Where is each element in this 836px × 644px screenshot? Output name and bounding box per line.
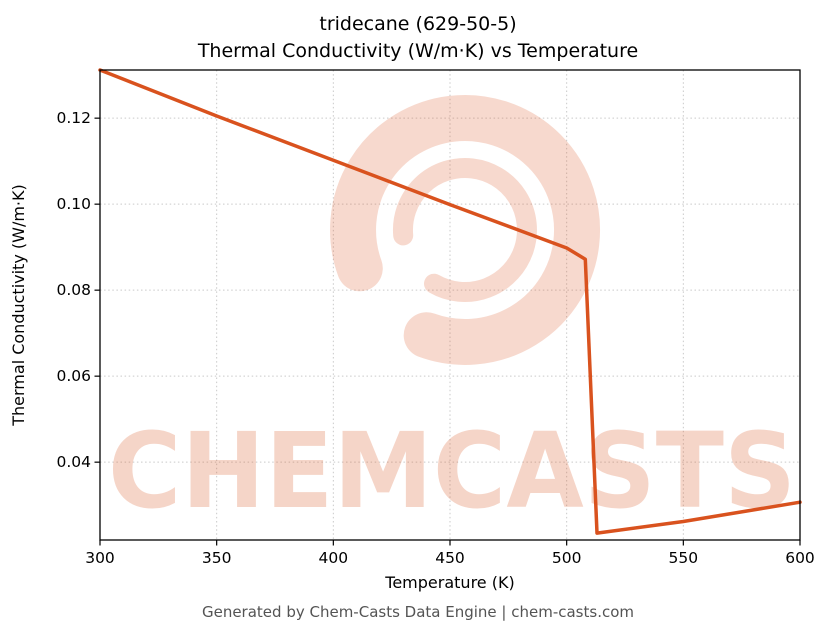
x-axis-label: Temperature (K)	[384, 573, 514, 592]
y-tick-label: 0.08	[56, 281, 91, 299]
y-tick-label: 0.10	[56, 195, 91, 213]
y-axis-label: Thermal Conductivity (W/m·K)	[9, 184, 28, 427]
x-tick-label: 300	[85, 549, 115, 567]
series-line	[98, 68, 802, 535]
watermark-logo-inner-swirl-icon	[392, 157, 537, 302]
y-tick-label: 0.04	[56, 453, 91, 471]
y-tick-label: 0.06	[56, 367, 91, 385]
x-tick-label: 400	[319, 549, 349, 567]
y-tick-label: 0.12	[56, 109, 91, 127]
watermark-logo-c-icon	[330, 95, 600, 365]
x-tick-label: 350	[202, 549, 232, 567]
x-tick-label: 550	[669, 549, 699, 567]
attribution-text: Generated by Chem-Casts Data Engine | ch…	[201, 603, 635, 621]
y-axis: 0.04 0.06 0.08 0.10 0.12	[56, 109, 100, 471]
x-tick-label: 500	[552, 549, 582, 567]
watermark: CHEMCASTS	[108, 95, 796, 532]
data-series	[98, 68, 802, 535]
x-tick-label: 600	[785, 549, 815, 567]
x-tick-label: 450	[435, 549, 465, 567]
watermark-text: CHEMCASTS	[108, 410, 796, 532]
x-axis: 300 350 400 450 500 550 600	[85, 540, 815, 567]
